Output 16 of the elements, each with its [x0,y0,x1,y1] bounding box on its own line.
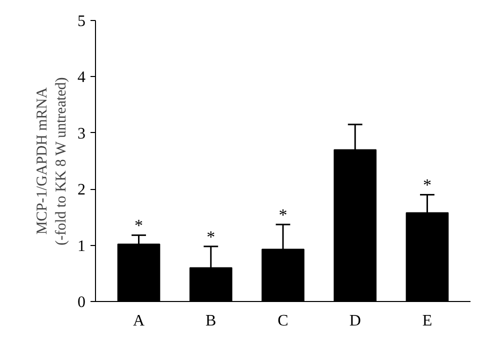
y-tick-label: 4 [78,69,86,86]
annotation: * [422,176,432,195]
y-tick-label: 5 [78,13,86,30]
x-tick-label: C [278,312,288,330]
y-tick-label: 3 [78,125,86,142]
x-tick-label: D [349,312,361,330]
annotation: * [278,206,288,225]
y-tick-label: 1 [78,238,86,255]
x-tick-label: A [132,312,145,330]
x-tick-label: E [422,312,432,330]
y-axis-title: MCP-1/GAPDH mRNA (-fold to KK 8 W untreated) [34,77,70,246]
x-tick-label: B [206,312,216,330]
annotation: * [206,227,216,246]
annotation: * [134,216,144,236]
y-tick-label: 2 [78,182,86,199]
y-tick-label: 0 [78,294,86,311]
